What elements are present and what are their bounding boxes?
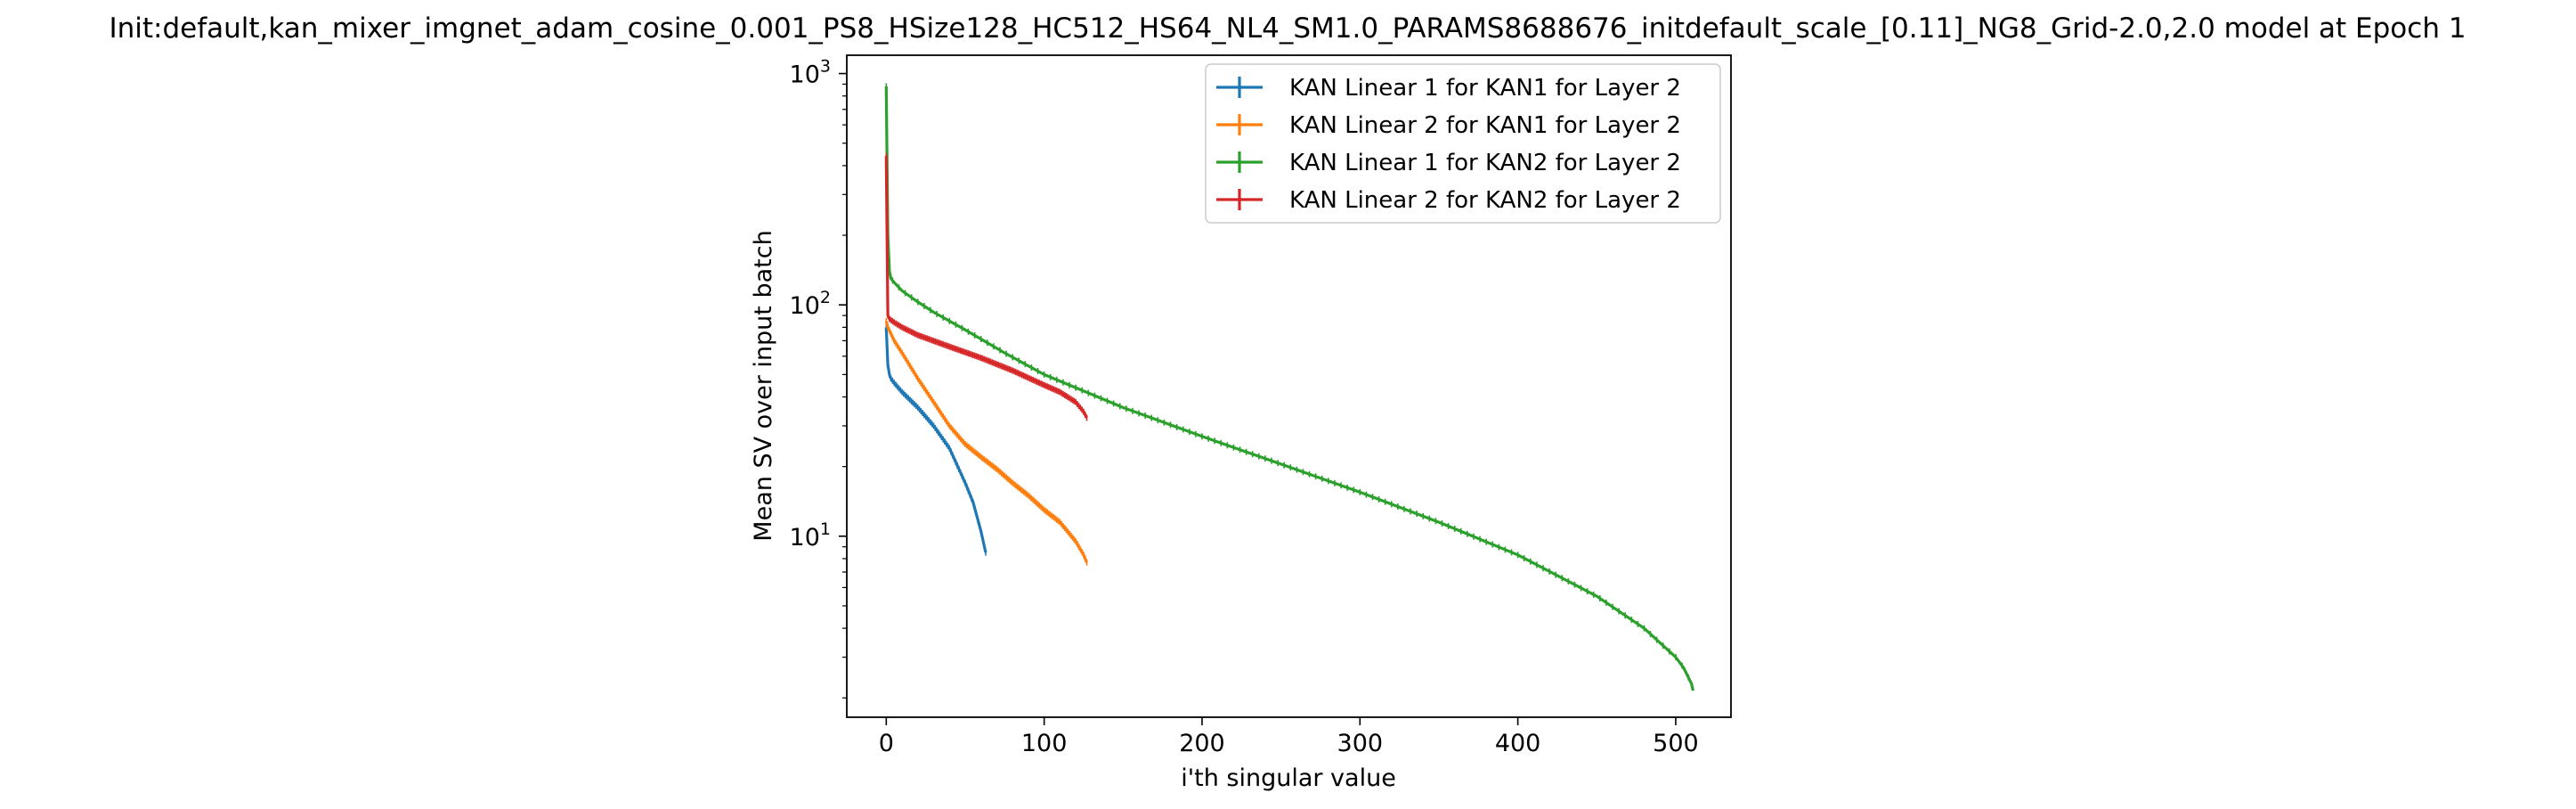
x-tick-label: 300 [1337, 730, 1384, 757]
y-tick-label: 101 [790, 519, 831, 552]
y-axis-label: Mean SV over input batch [750, 230, 777, 541]
y-tick-label: 103 [790, 57, 831, 89]
series-errorbars-2 [885, 318, 1088, 566]
series-errorbars-3 [885, 83, 1689, 681]
legend-label: KAN Linear 1 for KAN2 for Layer 2 [1289, 150, 1681, 176]
x-axis: 0 100 200 300 400 500 [879, 717, 1699, 757]
x-tick-label: 400 [1495, 730, 1541, 757]
legend-label: KAN Linear 2 for KAN1 for Layer 2 [1289, 112, 1681, 139]
plot-area [884, 83, 1694, 691]
y-axis: 101 102 103 [790, 57, 847, 699]
plot-frame [846, 54, 1732, 718]
y-tick-label: 102 [790, 288, 831, 320]
series-errorbars-4 [885, 152, 1088, 421]
series-3 [884, 83, 1694, 691]
series-1 [884, 323, 987, 556]
legend-entry-2: KAN Linear 2 for KAN1 for Layer 2 [1216, 112, 1681, 139]
x-tick-label: 0 [879, 730, 894, 757]
legend-box [1205, 63, 1721, 224]
legend: KAN Linear 1 for KAN1 for Layer 2 KAN Lin… [1205, 63, 1721, 224]
series-line-2 [884, 321, 1088, 563]
series-line-1 [884, 327, 987, 553]
legend-entry-1: KAN Linear 1 for KAN1 for Layer 2 [1216, 75, 1681, 102]
series-errorbars-1 [885, 323, 987, 556]
series-4 [884, 152, 1088, 421]
legend-entry-3: KAN Linear 1 for KAN2 for Layer 2 [1216, 150, 1681, 176]
x-tick-label: 200 [1179, 730, 1225, 757]
x-tick-label: 100 [1021, 730, 1068, 757]
series-2 [884, 318, 1088, 566]
legend-entry-4: KAN Linear 2 for KAN2 for Layer 2 [1216, 187, 1681, 214]
x-tick-label: 500 [1653, 730, 1699, 757]
legend-label: KAN Linear 2 for KAN2 for Layer 2 [1289, 187, 1681, 214]
legend-label: KAN Linear 1 for KAN1 for Layer 2 [1289, 75, 1681, 102]
chart-title: Init:default,kan_mixer_imgnet_adam_cosin… [109, 12, 2466, 45]
x-axis-label: i'th singular value [1181, 764, 1396, 792]
